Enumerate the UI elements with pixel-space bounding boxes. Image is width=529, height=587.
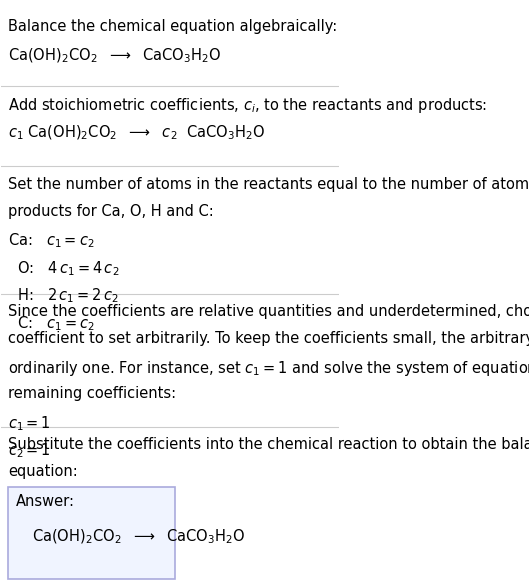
Text: remaining coefficients:: remaining coefficients: (8, 386, 176, 402)
Text: ordinarily one. For instance, set $c_1 = 1$ and solve the system of equations fo: ordinarily one. For instance, set $c_1 =… (8, 359, 529, 378)
Text: Answer:: Answer: (15, 494, 75, 510)
Text: Ca(OH)$_2$CO$_2$  $\longrightarrow$  CaCO$_3$H$_2$O: Ca(OH)$_2$CO$_2$ $\longrightarrow$ CaCO$… (32, 527, 245, 545)
Text: Ca:   $c_1 = c_2$: Ca: $c_1 = c_2$ (8, 232, 95, 250)
Text: H:   $2\,c_1 = 2\,c_2$: H: $2\,c_1 = 2\,c_2$ (8, 286, 119, 305)
Text: products for Ca, O, H and C:: products for Ca, O, H and C: (8, 204, 214, 219)
Text: Balance the chemical equation algebraically:: Balance the chemical equation algebraica… (8, 19, 338, 34)
Text: Add stoichiometric coefficients, $c_i$, to the reactants and products:: Add stoichiometric coefficients, $c_i$, … (8, 96, 487, 115)
Text: Substitute the coefficients into the chemical reaction to obtain the balanced: Substitute the coefficients into the che… (8, 437, 529, 451)
Text: O:   $4\,c_1 = 4\,c_2$: O: $4\,c_1 = 4\,c_2$ (8, 259, 120, 278)
Text: C:   $c_1 = c_2$: C: $c_1 = c_2$ (8, 314, 95, 333)
Text: Since the coefficients are relative quantities and underdetermined, choose a: Since the coefficients are relative quan… (8, 304, 529, 319)
Text: equation:: equation: (8, 464, 78, 479)
FancyBboxPatch shape (8, 487, 175, 579)
Text: $c_1$ Ca(OH)$_2$CO$_2$  $\longrightarrow$  $c_2$  CaCO$_3$H$_2$O: $c_1$ Ca(OH)$_2$CO$_2$ $\longrightarrow$… (8, 123, 266, 142)
Text: coefficient to set arbitrarily. To keep the coefficients small, the arbitrary va: coefficient to set arbitrarily. To keep … (8, 332, 529, 346)
Text: Set the number of atoms in the reactants equal to the number of atoms in the: Set the number of atoms in the reactants… (8, 177, 529, 192)
Text: $c_2 = 1$: $c_2 = 1$ (8, 441, 51, 460)
Text: $c_1 = 1$: $c_1 = 1$ (8, 414, 51, 433)
Text: Ca(OH)$_2$CO$_2$  $\longrightarrow$  CaCO$_3$H$_2$O: Ca(OH)$_2$CO$_2$ $\longrightarrow$ CaCO$… (8, 46, 221, 65)
